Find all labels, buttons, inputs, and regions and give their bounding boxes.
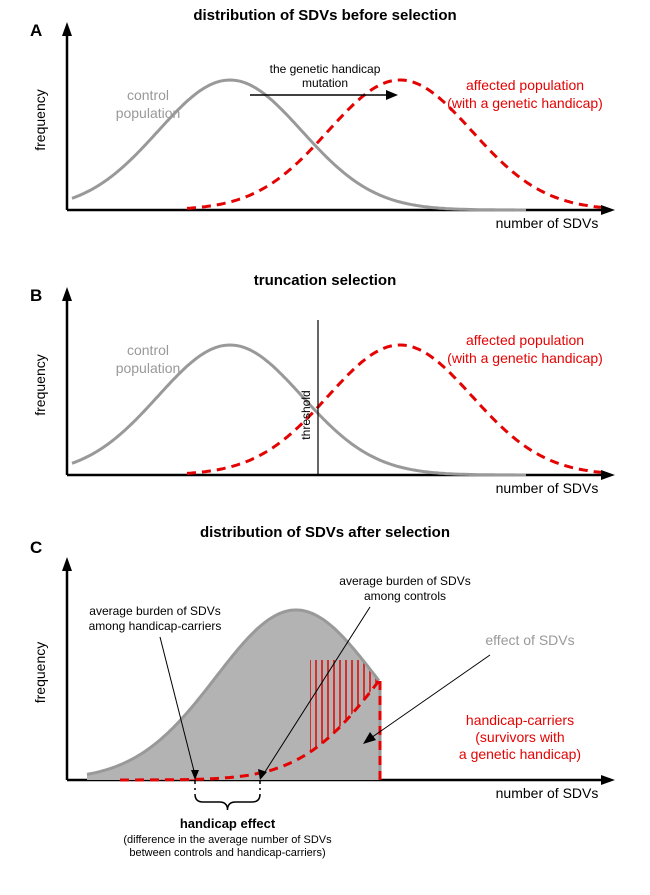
affected-label-2: (with a genetic handicap) — [447, 95, 603, 111]
control-label-1: control — [127, 87, 169, 103]
svg-text:effect of SDVs: effect of SDVs — [485, 632, 574, 648]
svg-text:(with a genetic handicap): (with a genetic handicap) — [447, 350, 603, 366]
svg-text:frequency: frequency — [32, 354, 48, 415]
svg-text:a genetic handicap): a genetic handicap) — [459, 746, 581, 762]
mutation-text-2: mutation — [302, 76, 348, 90]
control-fill — [87, 610, 380, 780]
handicap-effect-label: handicap effect — [180, 816, 276, 831]
svg-text:number of SDVs: number of SDVs — [496, 785, 599, 801]
svg-text:number of SDVs: number of SDVs — [496, 215, 599, 231]
svg-text:among handicap-carriers: among handicap-carriers — [89, 619, 222, 633]
panel-b-title: truncation selection — [254, 272, 397, 289]
svg-text:average burden of SDVs: average burden of SDVs — [89, 604, 220, 618]
panel-c-label: C — [30, 538, 42, 557]
svg-text:number of SDVs: number of SDVs — [496, 480, 599, 496]
svg-text:frequency: frequency — [32, 642, 48, 703]
svg-text:among controls: among controls — [364, 589, 446, 603]
control-label-2: population — [116, 105, 181, 121]
mutation-text-1: the genetic handicap — [270, 62, 381, 76]
brace — [195, 794, 260, 810]
svg-text:control: control — [127, 342, 169, 358]
svg-text:population: population — [116, 360, 181, 376]
svg-text:handicap-carriers: handicap-carriers — [466, 712, 574, 728]
panel-c-title: distribution of SDVs after selection — [200, 524, 450, 541]
panel-b-label: B — [30, 286, 42, 305]
svg-text:affected population: affected population — [466, 332, 584, 348]
svg-text:average burden of SDVs: average burden of SDVs — [339, 574, 470, 588]
affected-label-1: affected population — [466, 77, 584, 93]
svg-text:(survivors with: (survivors with — [475, 729, 564, 745]
panel-a-label: A — [30, 21, 42, 40]
svg-text:frequency: frequency — [32, 89, 48, 150]
svg-text:between controls and handicap-: between controls and handicap-carriers) — [129, 847, 325, 859]
panel-a-title: distribution of SDVs before selection — [193, 7, 456, 24]
threshold-label: threshold — [299, 390, 313, 439]
svg-text:(difference in the average num: (difference in the average number of SDV… — [123, 834, 332, 846]
